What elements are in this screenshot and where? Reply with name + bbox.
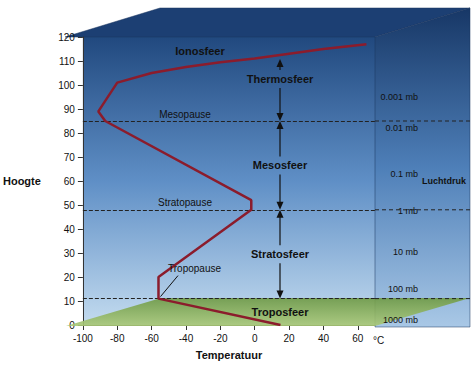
svg-text:Mesopause: Mesopause [159, 109, 211, 120]
svg-text:Stratopause: Stratopause [158, 197, 212, 208]
svg-text:Hoogte: Hoogte [3, 175, 41, 187]
svg-text:°C: °C [373, 335, 384, 346]
svg-text:30: 30 [64, 248, 76, 259]
svg-text:Ionosfeer: Ionosfeer [175, 45, 225, 57]
svg-text:Luchtdruk: Luchtdruk [422, 176, 467, 186]
svg-text:0.001 mb: 0.001 mb [380, 92, 418, 102]
svg-text:40: 40 [318, 333, 330, 344]
svg-text:1000 mb: 1000 mb [383, 315, 418, 325]
svg-text:Mesosfeer: Mesosfeer [253, 159, 308, 171]
svg-text:90: 90 [64, 104, 76, 115]
svg-text:-80: -80 [110, 333, 125, 344]
svg-text:100 mb: 100 mb [388, 284, 418, 294]
svg-text:20: 20 [64, 272, 76, 283]
svg-text:-100: -100 [73, 333, 93, 344]
svg-text:0: 0 [252, 333, 258, 344]
svg-text:10 mb: 10 mb [393, 247, 418, 257]
svg-text:50: 50 [64, 200, 76, 211]
svg-text:Thermosfeer: Thermosfeer [247, 73, 314, 85]
svg-text:120: 120 [58, 32, 75, 43]
svg-text:80: 80 [64, 128, 76, 139]
svg-text:Stratosfeer: Stratosfeer [251, 248, 310, 260]
svg-text:60: 60 [64, 176, 76, 187]
svg-text:1 mb: 1 mb [398, 206, 418, 216]
svg-text:10: 10 [64, 296, 76, 307]
svg-text:100: 100 [58, 80, 75, 91]
svg-text:0: 0 [69, 319, 75, 331]
svg-text:Troposfeer: Troposfeer [252, 306, 310, 318]
svg-text:110: 110 [59, 56, 75, 67]
svg-text:20: 20 [284, 333, 296, 344]
svg-text:70: 70 [64, 152, 76, 163]
svg-text:Tropopause: Tropopause [168, 263, 221, 274]
svg-text:0.01 mb: 0.01 mb [385, 123, 418, 133]
svg-text:40: 40 [64, 224, 76, 235]
svg-text:0.1 mb: 0.1 mb [390, 169, 418, 179]
svg-text:-60: -60 [144, 333, 159, 344]
svg-text:-40: -40 [179, 333, 194, 344]
svg-text:60: 60 [352, 333, 364, 344]
svg-text:Temperatuur: Temperatuur [196, 349, 263, 361]
svg-text:-20: -20 [213, 333, 228, 344]
